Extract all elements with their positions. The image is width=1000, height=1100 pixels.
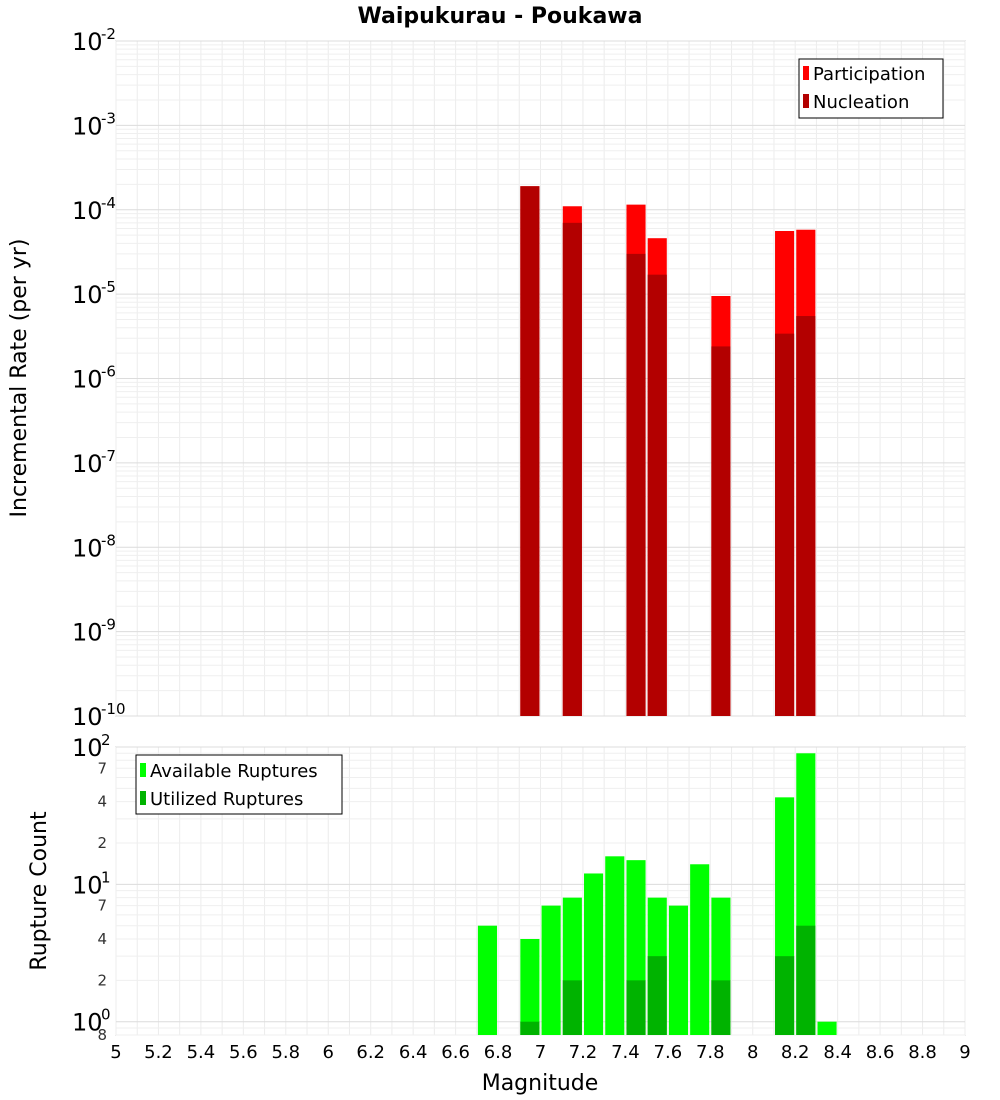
y-tick-exponent: -3 [101, 109, 116, 127]
x-tick-label: 8.8 [908, 1042, 937, 1063]
bar-utilized-ruptures-5 [775, 956, 795, 1035]
count-legend: Available Ruptures Utilized Ruptures [135, 754, 343, 815]
bar-utilized-ruptures-0 [520, 1021, 540, 1035]
y-tick-exponent: 0 [101, 1006, 111, 1024]
rate-legend: Participation Nucleation [798, 58, 944, 119]
y-tick-exponent: -2 [101, 25, 116, 43]
y-tick-exponent: -8 [101, 531, 116, 549]
legend-swatch-participation [803, 66, 809, 80]
rate-panel: 10-210-310-410-510-610-710-810-910-10 In… [7, 25, 966, 731]
bar-nucleation-5 [775, 333, 795, 716]
bar-nucleation-3 [647, 274, 667, 716]
bar-utilized-ruptures-6 [796, 925, 816, 1035]
legend-swatch-utilized-ruptures [140, 791, 146, 805]
bar-available-ruptures-9 [690, 864, 710, 1035]
x-tick-label: 7.8 [696, 1042, 725, 1063]
bar-utilized-ruptures-3 [647, 956, 667, 1035]
y-tick-label: 10 [72, 112, 103, 140]
bar-nucleation-4 [711, 346, 731, 716]
legend-label-nucleation: Nucleation [813, 92, 909, 113]
count-legend-box [135, 754, 343, 815]
rate-y-axis-label: Incremental Rate (per yr) [7, 239, 32, 518]
x-tick-label: 7.2 [569, 1042, 598, 1063]
y-tick-label: 10 [72, 450, 103, 478]
x-axis-label: Magnitude [482, 1071, 599, 1096]
y-tick-exponent: -6 [101, 363, 116, 381]
x-tick-label: 5.6 [229, 1042, 258, 1063]
y-tick-label: 10 [72, 619, 103, 647]
x-tick-label: 5.4 [187, 1042, 216, 1063]
y-tick-label-minor: 2 [97, 971, 107, 989]
chart-title: Waipukurau - Poukawa [358, 4, 643, 29]
y-tick-exponent: -7 [101, 447, 116, 465]
y-tick-label: 10 [72, 366, 103, 394]
y-tick-exponent: 2 [101, 731, 111, 749]
x-tick-label: 6.4 [399, 1042, 428, 1063]
legend-swatch-available-ruptures [140, 763, 146, 777]
x-tick-label: 8.6 [866, 1042, 895, 1063]
rate-bars [520, 186, 816, 717]
x-tick-label: 5.2 [144, 1042, 173, 1063]
bar-available-ruptures-13 [817, 1021, 837, 1035]
legend-label-available-ruptures: Available Ruptures [150, 761, 318, 782]
x-tick-label: 7.6 [654, 1042, 683, 1063]
y-tick-label-minor: 2 [97, 834, 107, 852]
y-tick-label: 10 [72, 534, 103, 562]
x-tick-label: 8 [747, 1042, 758, 1063]
bar-nucleation-6 [796, 316, 816, 716]
y-tick-label: 10 [72, 1009, 103, 1037]
bar-nucleation-2 [626, 253, 646, 716]
x-tick-label: 7.4 [611, 1042, 640, 1063]
y-tick-exponent: 1 [101, 868, 111, 886]
x-tick-label: 6.8 [484, 1042, 513, 1063]
legend-swatch-nucleation [803, 94, 809, 108]
legend-label-participation: Participation [813, 64, 925, 85]
y-tick-label-minor: 4 [97, 793, 107, 811]
x-tick-label: 6 [323, 1042, 334, 1063]
y-tick-label: 10 [72, 734, 103, 762]
y-tick-exponent: -10 [101, 700, 126, 718]
rate-grid [115, 40, 966, 717]
bar-available-ruptures-0 [477, 925, 497, 1035]
bar-nucleation-1 [562, 222, 582, 716]
bar-available-ruptures-1 [520, 939, 540, 1035]
rate-legend-box [798, 58, 944, 119]
y-tick-label-minor: 7 [97, 897, 107, 915]
bar-utilized-ruptures-2 [626, 980, 646, 1035]
y-tick-label: 10 [72, 281, 103, 309]
y-tick-exponent: -9 [101, 616, 116, 634]
x-tick-label: 5.8 [271, 1042, 300, 1063]
y-tick-label-minor: 4 [97, 930, 107, 948]
y-tick-exponent: -4 [101, 194, 116, 212]
bar-nucleation-0 [520, 186, 540, 716]
x-tick-label: 8.2 [781, 1042, 810, 1063]
rate-y-tick-labels: 10-210-310-410-510-610-710-810-910-10 [72, 25, 126, 731]
y-tick-label-minor: 8 [97, 1026, 107, 1044]
count-bars [477, 753, 837, 1035]
x-tick-label: 6.2 [356, 1042, 385, 1063]
y-tick-label: 10 [72, 28, 103, 56]
x-tick-label: 5 [110, 1042, 121, 1063]
x-tick-labels: 5 5.2 5.4 5.6 5.8 6 6.2 6.4 6.6 6.8 7 7.2 7.4 7.6 7.8 8… [110, 1042, 970, 1063]
y-tick-label: 10 [72, 703, 103, 731]
y-tick-label: 10 [72, 871, 103, 899]
bar-available-ruptures-5 [605, 856, 625, 1035]
y-tick-label: 10 [72, 197, 103, 225]
x-tick-label: 8.4 [823, 1042, 852, 1063]
bar-available-ruptures-4 [584, 873, 604, 1035]
bar-available-ruptures-8 [668, 905, 689, 1035]
y-tick-label-minor: 7 [97, 759, 107, 777]
count-y-axis-label: Rupture Count [27, 811, 52, 971]
x-tick-label: 7 [535, 1042, 546, 1063]
legend-label-utilized-ruptures: Utilized Ruptures [150, 789, 303, 810]
bar-utilized-ruptures-4 [711, 980, 731, 1035]
bar-utilized-ruptures-1 [562, 980, 582, 1035]
y-tick-exponent: -5 [101, 278, 116, 296]
x-tick-label: 9 [959, 1042, 970, 1063]
bar-available-ruptures-2 [541, 905, 561, 1035]
x-tick-label: 6.6 [441, 1042, 470, 1063]
